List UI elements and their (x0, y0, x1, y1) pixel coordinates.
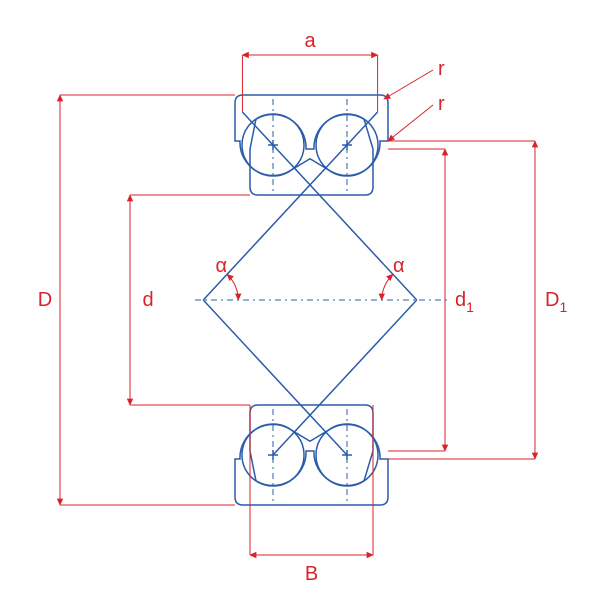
upper-outer-ring (235, 95, 388, 175)
bearing-cross-section: a B D d d1 D1 r r α α (0, 0, 600, 600)
leader-r (384, 70, 433, 141)
label-r-top: r (438, 58, 445, 80)
label-D: D (38, 289, 52, 311)
contact-angle-lines (203, 112, 417, 455)
label-a: a (304, 30, 316, 52)
label-D1: D1 (545, 289, 567, 315)
dimension-B (250, 405, 373, 555)
label-alpha-left: α (215, 255, 227, 277)
label-r-bottom: r (438, 93, 445, 115)
label-d1: d1 (455, 289, 474, 315)
dimension-a (242, 55, 377, 112)
label-alpha-right: α (393, 255, 405, 277)
lower-outer-ring (235, 425, 388, 505)
label-d: d (142, 289, 153, 311)
label-B: B (305, 563, 318, 585)
